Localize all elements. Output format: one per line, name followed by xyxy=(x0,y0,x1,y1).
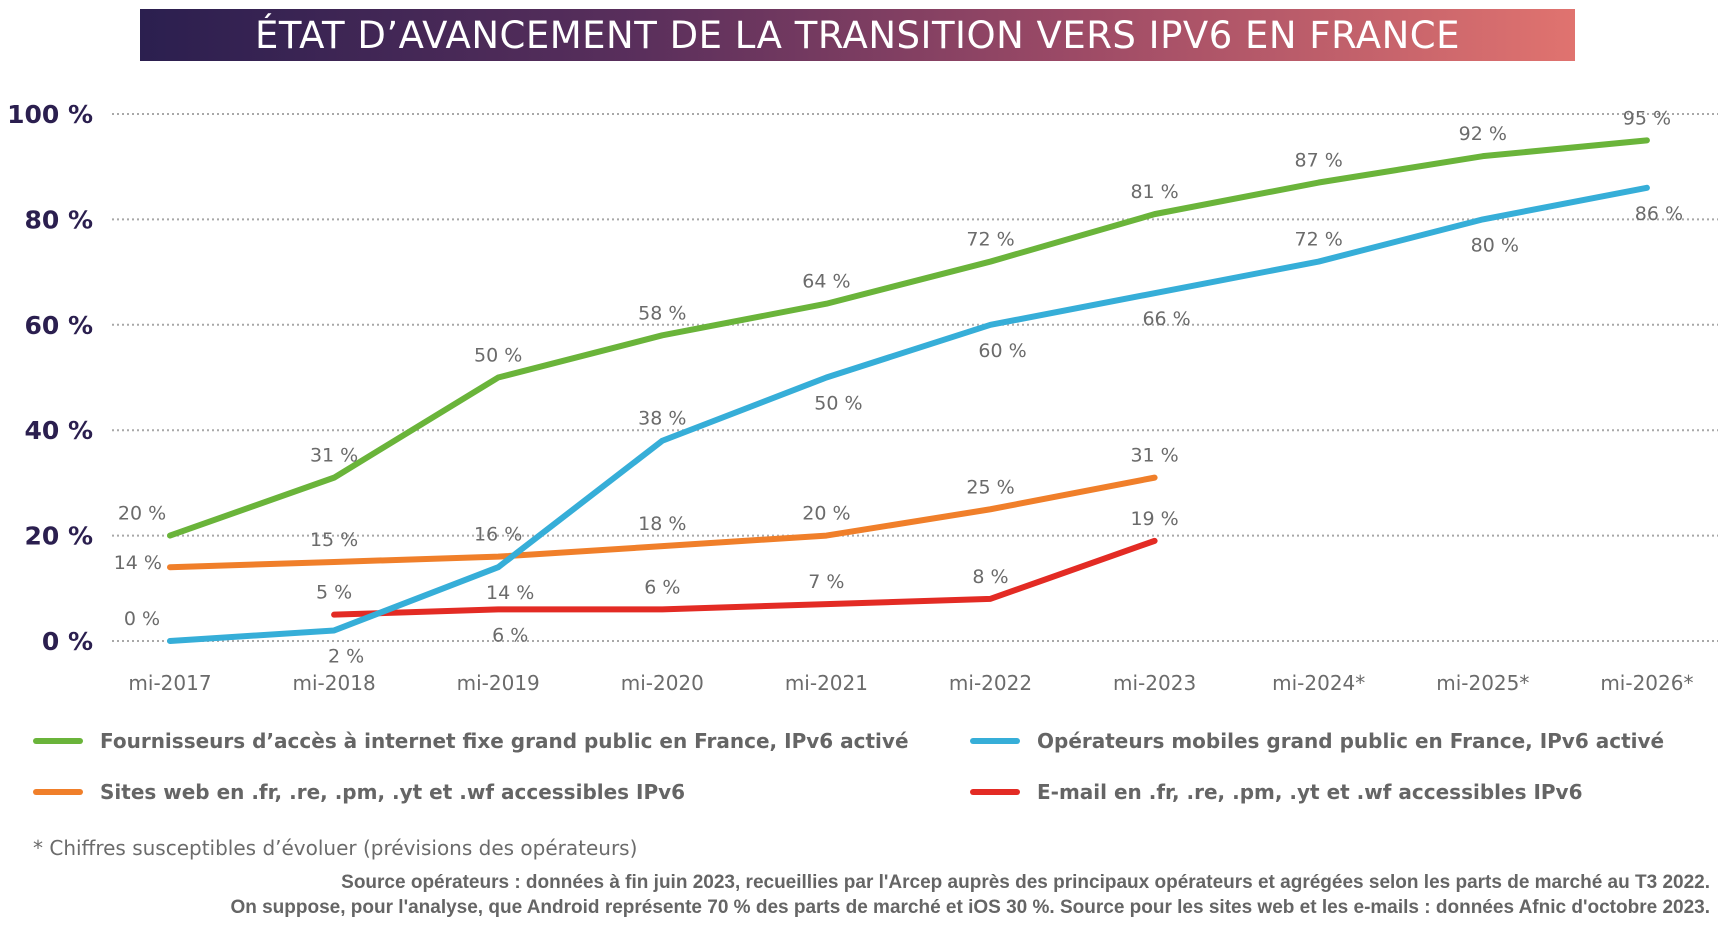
data-label: 81 % xyxy=(1130,181,1178,203)
y-tick-label: 60 % xyxy=(24,311,93,340)
x-tick-label: mi-2017 xyxy=(128,671,211,695)
source-note-2: On suppose, pour l'analyse, que Android … xyxy=(230,897,1710,918)
series-line xyxy=(167,137,1650,539)
legend-swatch-red xyxy=(970,789,1020,795)
data-label: 2 % xyxy=(328,645,364,667)
data-label: 20 % xyxy=(118,503,166,525)
data-label: 92 % xyxy=(1459,123,1507,145)
series-line xyxy=(331,537,1158,618)
y-tick-label: 80 % xyxy=(24,205,93,234)
data-label: 20 % xyxy=(802,503,850,525)
data-label: 58 % xyxy=(638,302,686,324)
legend-label: Fournisseurs d’accès à internet fixe gra… xyxy=(100,729,909,753)
data-label: 16 % xyxy=(474,524,522,546)
data-label: 31 % xyxy=(310,445,358,467)
data-label: 18 % xyxy=(638,513,686,535)
y-tick-label: 40 % xyxy=(24,416,93,445)
data-label: 14 % xyxy=(486,582,534,604)
legend-item-email: E-mail en .fr, .re, .pm, .yt et .wf acce… xyxy=(970,780,1583,804)
x-tick-label: mi-2019 xyxy=(457,671,540,695)
data-label: 64 % xyxy=(802,271,850,293)
data-label: 8 % xyxy=(972,566,1008,588)
data-label: 19 % xyxy=(1130,508,1178,530)
legend-label: Sites web en .fr, .re, .pm, .yt et .wf a… xyxy=(100,780,686,804)
x-tick-label: mi-2022 xyxy=(949,671,1032,695)
data-label: 60 % xyxy=(978,340,1026,362)
legend-item-mobile-operators: Opérateurs mobiles grand public en Franc… xyxy=(970,729,1664,753)
footnote: * Chiffres susceptibles d’évoluer (prévi… xyxy=(33,836,638,860)
data-label: 66 % xyxy=(1142,308,1190,330)
data-label: 86 % xyxy=(1635,203,1683,225)
data-label: 50 % xyxy=(814,393,862,415)
data-label: 72 % xyxy=(966,229,1014,251)
data-label: 80 % xyxy=(1471,234,1519,256)
legend-label: E-mail en .fr, .re, .pm, .yt et .wf acce… xyxy=(1037,780,1583,804)
y-tick-label: 100 % xyxy=(7,100,93,129)
legend-swatch-blue xyxy=(970,738,1020,744)
series-line xyxy=(167,474,1158,571)
data-label: 72 % xyxy=(1295,229,1343,251)
line-chart: 0 %20 %40 %60 %80 %100 % mi-2017 mi-2018 m… xyxy=(7,100,1718,695)
data-label: 14 % xyxy=(114,552,162,574)
data-label: 6 % xyxy=(644,576,680,598)
legend-item-websites: Sites web en .fr, .re, .pm, .yt et .wf a… xyxy=(33,780,685,804)
source-note-1: Source opérateurs : données à fin juin 2… xyxy=(341,872,1710,893)
chart-title: ÉTAT D’AVANCEMENT DE LA TRANSITION VERS … xyxy=(140,9,1575,61)
x-tick-label: mi-2024* xyxy=(1272,671,1365,695)
x-tick-label: mi-2025* xyxy=(1436,671,1529,695)
x-tick-label: mi-2020 xyxy=(621,671,704,695)
legend-item-fixed-isp: Fournisseurs d’accès à internet fixe gra… xyxy=(33,729,909,753)
x-tick-label: mi-2018 xyxy=(293,671,376,695)
series-line xyxy=(167,184,1650,644)
data-label: 0 % xyxy=(124,608,160,630)
data-label: 6 % xyxy=(492,624,528,646)
series-lines xyxy=(167,137,1650,644)
legend-swatch-orange xyxy=(33,789,83,795)
x-axis-ticks: mi-2017 mi-2018 mi-2019 mi-2020 mi-2021 mi-20… xyxy=(128,671,1693,695)
x-tick-label: mi-2026* xyxy=(1600,671,1693,695)
y-axis-ticks: 0 % 20 % 40 % 60 % 80 % 100 % xyxy=(7,100,93,656)
data-label: 31 % xyxy=(1130,445,1178,467)
data-label: 38 % xyxy=(638,408,686,430)
data-label: 25 % xyxy=(966,476,1014,498)
data-label: 50 % xyxy=(474,345,522,367)
legend-label: Opérateurs mobiles grand public en Franc… xyxy=(1037,729,1665,753)
x-tick-label: mi-2021 xyxy=(785,671,868,695)
data-labels: 20 % 31 % 50 % 58 % 64 % 72 % 81 % 87 % 92 % 95 %… xyxy=(114,107,1683,667)
data-label: 15 % xyxy=(310,529,358,551)
data-label: 7 % xyxy=(808,571,844,593)
legend-swatch-green xyxy=(33,738,83,744)
data-label: 95 % xyxy=(1623,107,1671,129)
y-tick-label: 20 % xyxy=(24,522,93,551)
y-tick-label: 0 % xyxy=(42,627,93,656)
data-label: 5 % xyxy=(316,582,352,604)
x-tick-label: mi-2023 xyxy=(1113,671,1196,695)
data-label: 87 % xyxy=(1295,150,1343,172)
